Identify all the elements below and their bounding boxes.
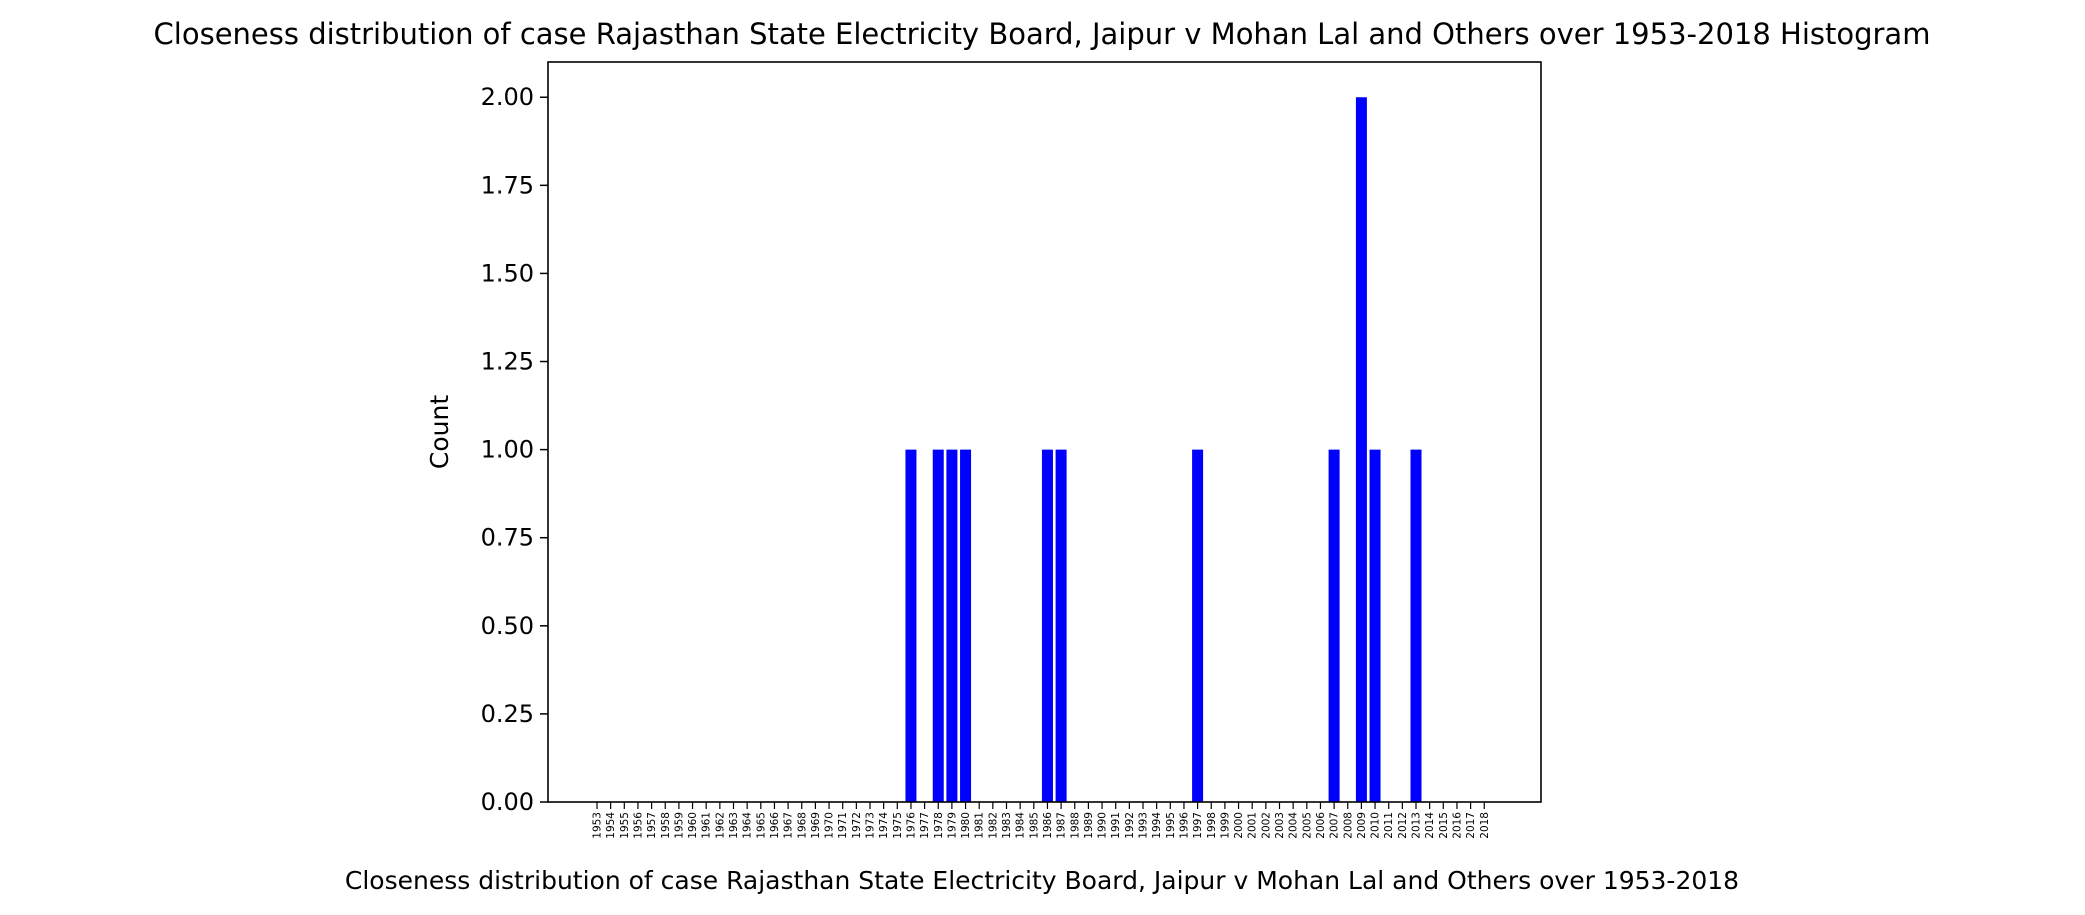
x-tick-label: 2017 [1465, 812, 1477, 839]
y-tick-label: 1.50 [481, 259, 534, 287]
x-tick-label: 1997 [1192, 812, 1204, 839]
x-tick-label: 1980 [960, 812, 972, 839]
bar-2010 [1369, 449, 1381, 802]
x-tick-label: 2009 [1356, 812, 1368, 839]
x-tick-label: 1965 [755, 812, 767, 839]
x-tick-label: 1962 [714, 812, 726, 839]
x-tick-label: 1958 [660, 812, 672, 839]
bar-2009 [1355, 97, 1367, 802]
bar-1987 [1055, 449, 1067, 802]
x-tick-label: 1989 [1083, 812, 1095, 839]
y-tick-label: 1.00 [481, 436, 534, 464]
x-tick-label: 1994 [1151, 812, 1163, 839]
x-tick-label: 1970 [824, 812, 836, 839]
x-tick-label: 2002 [1260, 812, 1272, 839]
x-tick-label: 1992 [1124, 812, 1136, 839]
x-tick-label: 2010 [1370, 812, 1382, 839]
x-tick-label: 2016 [1451, 812, 1463, 839]
y-tick-label: 0.25 [481, 700, 534, 728]
y-tick-label: 1.25 [481, 348, 534, 376]
x-tick-label: 1983 [1001, 812, 1013, 839]
x-tick-label: 2007 [1329, 812, 1341, 839]
bar-1980 [960, 449, 972, 802]
bar-2007 [1328, 449, 1340, 802]
x-tick-label: 1959 [673, 812, 685, 839]
y-tick-label: 0.75 [481, 524, 534, 552]
bar-1986 [1041, 449, 1053, 802]
x-tick-label: 2005 [1301, 812, 1313, 839]
x-tick-label: 2015 [1438, 812, 1450, 839]
x-tick-label: 1971 [837, 812, 849, 839]
y-tick-label: 0.00 [481, 788, 534, 816]
bar-2013 [1410, 449, 1422, 802]
x-tick-label: 1990 [1097, 812, 1109, 839]
x-tick-label: 1954 [605, 812, 617, 839]
x-tick-label: 1986 [1042, 812, 1054, 839]
x-tick-label: 2013 [1411, 812, 1423, 839]
x-tick-label: 2014 [1424, 812, 1436, 839]
x-tick-label: 1984 [1015, 812, 1027, 839]
y-tick-label: 2.00 [481, 83, 534, 111]
x-tick-label: 1982 [987, 812, 999, 839]
y-axis-label: Count [425, 395, 454, 469]
x-tick-label: 1957 [646, 812, 658, 839]
bar-1979 [946, 449, 958, 802]
x-tick-label: 2012 [1397, 812, 1409, 839]
x-tick-label: 1964 [742, 812, 754, 839]
x-tick-label: 1975 [892, 812, 904, 839]
x-tick-label: 2003 [1274, 812, 1286, 839]
x-tick-label: 2004 [1288, 812, 1300, 839]
x-tick-label: 1985 [1028, 812, 1040, 839]
y-tick-label: 1.75 [481, 171, 534, 199]
x-tick-label: 1973 [865, 812, 877, 839]
x-tick-label: 1969 [810, 812, 822, 839]
x-tick-label: 1967 [783, 812, 795, 839]
x-tick-label: 2008 [1342, 812, 1354, 839]
x-tick-label: 1979 [946, 812, 958, 839]
x-tick-label: 2018 [1479, 812, 1491, 839]
x-tick-label: 1995 [1165, 812, 1177, 839]
x-axis-label: Closeness distribution of case Rajasthan… [345, 866, 1739, 895]
x-tick-label: 1977 [919, 812, 931, 839]
x-tick-label: 1987 [1056, 812, 1068, 839]
bar-1978 [932, 449, 944, 802]
plot-area: 0.00 0.25 0.50 0.75 1.00 1.25 1.50 1.75 2.00 1953… [481, 83, 1491, 838]
x-tick-label: 1953 [592, 812, 604, 839]
x-tick-label: 1961 [701, 812, 713, 839]
x-tick-label: 1996 [1178, 812, 1190, 839]
x-tick-label: 1978 [933, 812, 945, 839]
x-tick-label: 1993 [1138, 812, 1150, 839]
x-tick-label: 1991 [1110, 812, 1122, 839]
x-tick-label: 1960 [687, 812, 699, 839]
x-tick-label: 1981 [974, 812, 986, 839]
x-tick-label: 1999 [1219, 812, 1231, 839]
bar-1997 [1192, 449, 1204, 802]
plot-frame [547, 61, 1542, 803]
x-tick-label: 1974 [878, 812, 890, 839]
y-tick-label: 0.50 [481, 612, 534, 640]
x-tick-label: 1955 [619, 812, 631, 839]
x-tick-label: 2000 [1233, 812, 1245, 839]
bar-1976 [905, 449, 917, 802]
x-tick-label: 1972 [851, 812, 863, 839]
x-tick-label: 2011 [1383, 812, 1395, 839]
x-tick-label: 1998 [1206, 812, 1218, 839]
x-tick-label: 1963 [728, 812, 740, 839]
chart-title: Closeness distribution of case Rajasthan… [154, 17, 1931, 51]
x-tick-label: 2001 [1247, 812, 1259, 839]
x-tick-label: 1956 [632, 812, 644, 839]
x-tick-label: 1976 [905, 812, 917, 839]
x-tick-label: 1966 [769, 812, 781, 839]
x-tick-label: 1988 [1069, 812, 1081, 839]
x-tick-label: 2006 [1315, 812, 1327, 839]
x-tick-label: 1968 [796, 812, 808, 839]
